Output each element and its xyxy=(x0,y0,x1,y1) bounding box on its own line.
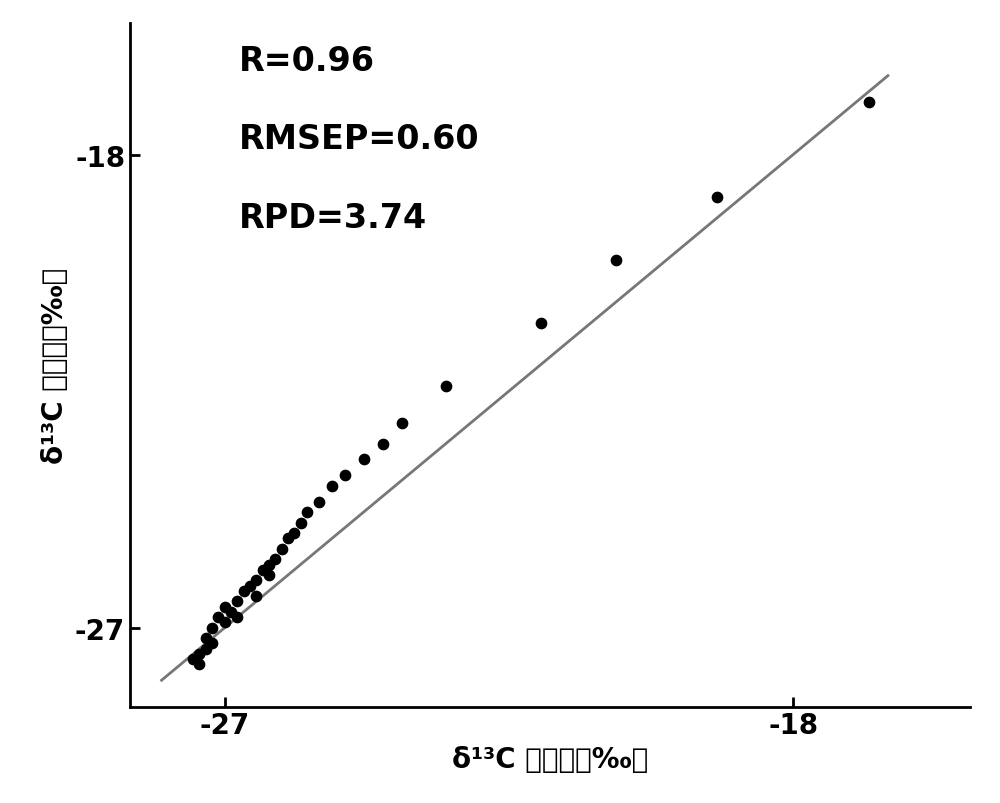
Point xyxy=(198,642,214,655)
Text: R=0.96: R=0.96 xyxy=(239,45,375,78)
Point xyxy=(337,469,353,482)
Point xyxy=(261,558,277,571)
X-axis label: δ¹³C 实测値（‰）: δ¹³C 实测値（‰） xyxy=(452,745,648,773)
Point xyxy=(191,648,207,661)
Point xyxy=(311,495,327,508)
Point xyxy=(210,611,226,624)
Point xyxy=(533,317,549,330)
Point xyxy=(709,191,725,204)
Text: RPD=3.74: RPD=3.74 xyxy=(239,202,427,234)
Point xyxy=(356,454,372,467)
Point xyxy=(274,543,290,556)
Point xyxy=(324,479,340,492)
Point xyxy=(608,254,624,267)
Point xyxy=(191,658,207,671)
Point xyxy=(286,527,302,540)
Text: RMSEP=0.60: RMSEP=0.60 xyxy=(239,123,480,156)
Point xyxy=(217,616,233,629)
Point xyxy=(293,516,309,529)
Point xyxy=(248,590,264,603)
Point xyxy=(248,574,264,587)
Point xyxy=(223,605,239,618)
Point xyxy=(204,622,220,634)
Point xyxy=(229,595,245,608)
Point xyxy=(204,638,220,650)
Point xyxy=(375,438,391,450)
Point xyxy=(394,417,410,430)
Point xyxy=(242,580,258,593)
Point xyxy=(185,653,201,666)
Point xyxy=(229,611,245,624)
Point xyxy=(267,553,283,566)
Point xyxy=(261,569,277,582)
Point xyxy=(255,564,271,577)
Point xyxy=(280,532,296,545)
Point xyxy=(861,96,877,109)
Point xyxy=(198,632,214,645)
Point xyxy=(217,601,233,613)
Point xyxy=(236,585,252,597)
Y-axis label: δ¹³C 预测値（‰）: δ¹³C 预测値（‰） xyxy=(41,267,69,463)
Point xyxy=(438,380,454,393)
Point xyxy=(299,506,315,519)
